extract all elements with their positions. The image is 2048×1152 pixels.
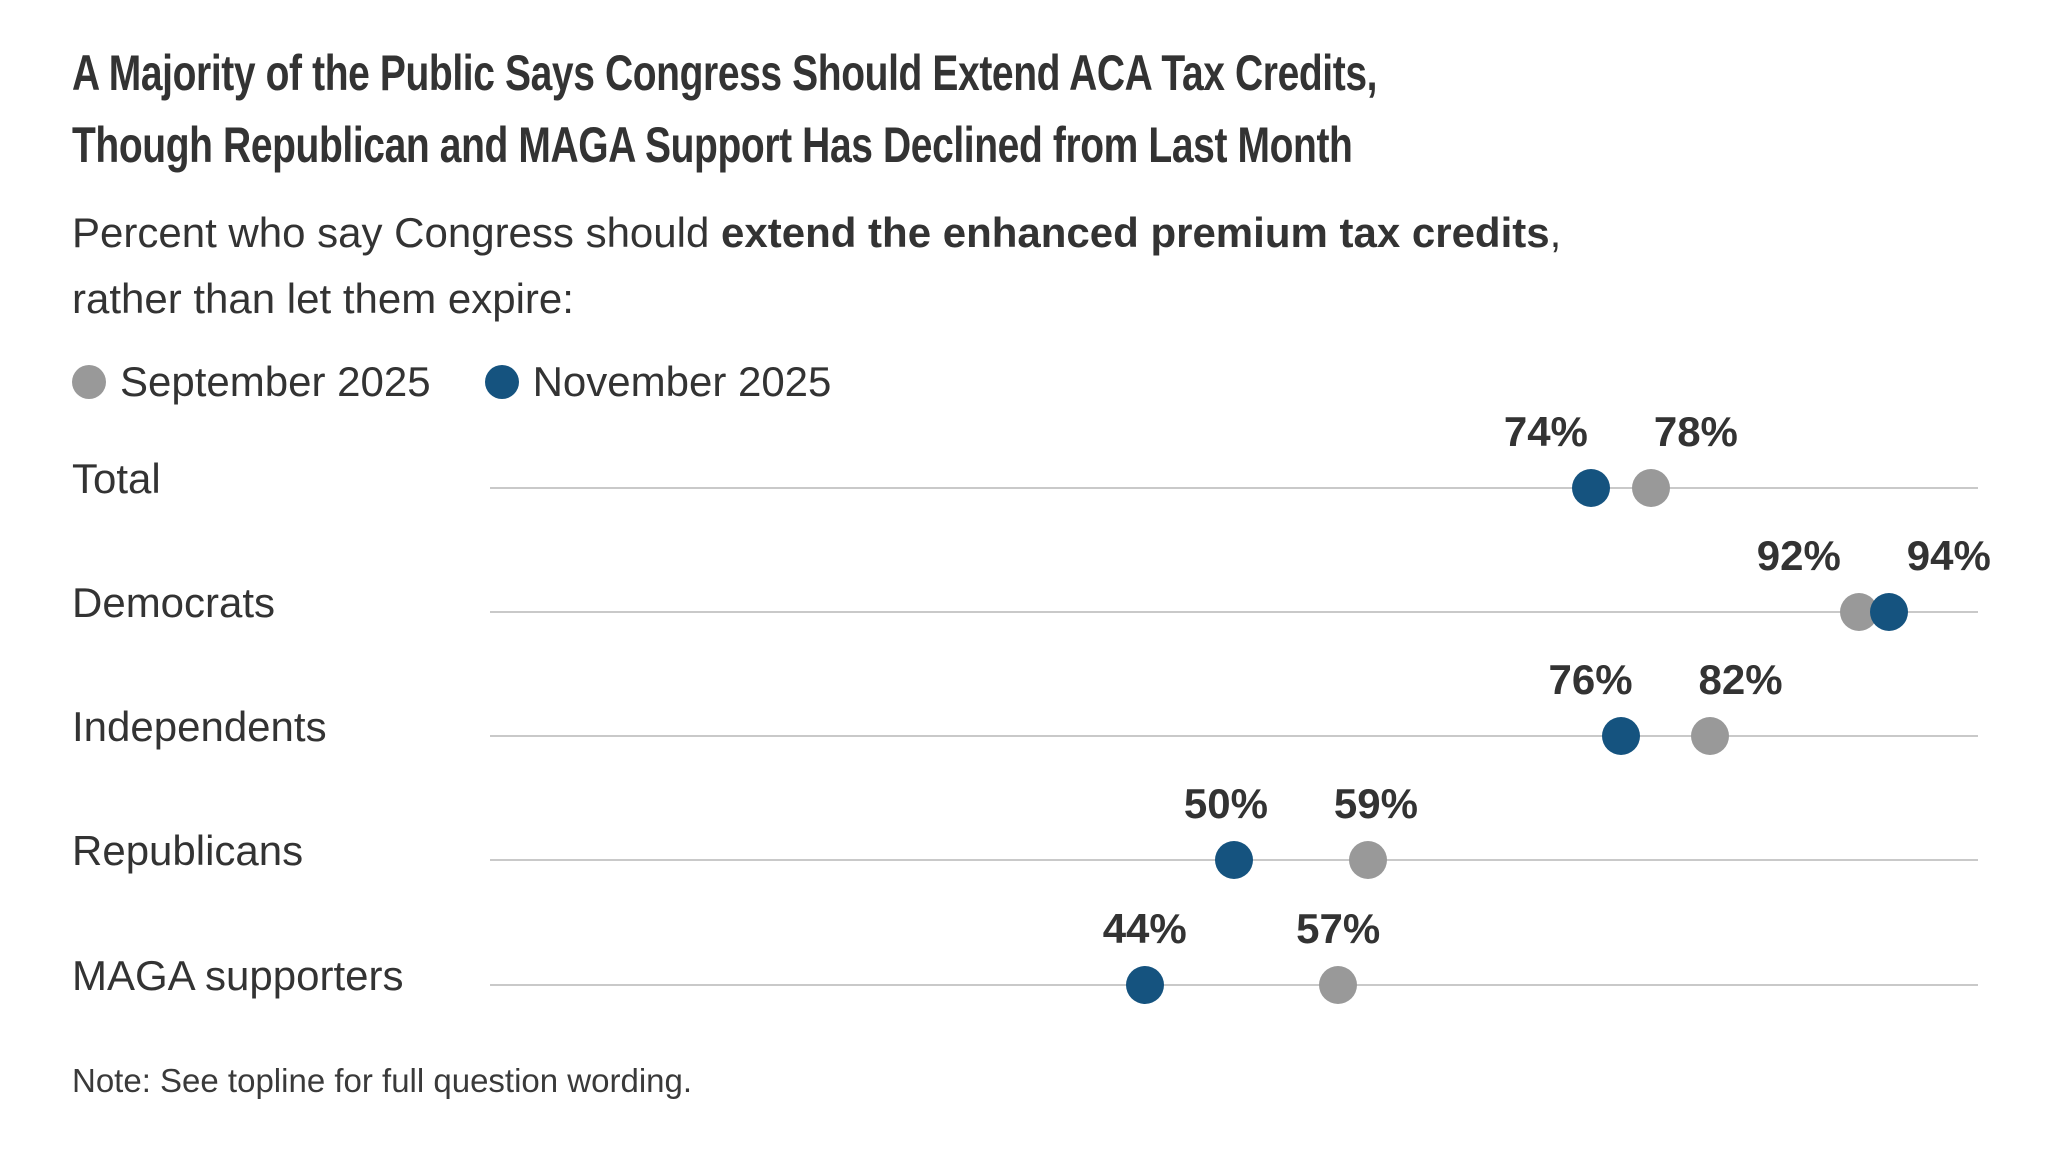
footnote: Note: See topline for full question word…	[72, 1062, 693, 1099]
row-track-line	[490, 735, 1978, 737]
subtitle-prefix: Percent who say Congress should	[72, 209, 722, 256]
row-label: Total	[72, 455, 161, 502]
value-label: 76%	[1548, 656, 1633, 703]
row-label: Republicans	[72, 827, 304, 874]
row-label: MAGA supporters	[72, 952, 404, 999]
november-dot-icon	[484, 365, 519, 399]
value-label: 59%	[1333, 780, 1418, 827]
data-point-dot	[1348, 841, 1387, 879]
data-point-dot	[1215, 841, 1253, 879]
value-label: 74%	[1503, 408, 1588, 455]
legend-label-september: September 2025	[120, 358, 431, 405]
row-track-line	[490, 611, 1978, 613]
row-track-line	[490, 487, 1978, 489]
data-point-dot	[1691, 717, 1730, 755]
chart-title-line-1: A Majority of the Public Says Congress S…	[72, 45, 1378, 101]
row-label: Democrats	[72, 579, 276, 626]
legend-item-november: November 2025	[484, 358, 832, 406]
value-label: 44%	[1102, 905, 1187, 952]
data-point-dot	[1125, 966, 1164, 1004]
data-point-dot	[1572, 469, 1611, 507]
value-label: 57%	[1296, 905, 1381, 952]
value-label: 92%	[1756, 532, 1841, 579]
chart-title-line-2: Though Republican and MAGA Support Has D…	[72, 117, 1353, 173]
value-label: 78%	[1653, 408, 1738, 455]
row-label: Independents	[72, 703, 327, 750]
data-point-dot	[1601, 717, 1640, 755]
value-label: 82%	[1698, 656, 1783, 703]
data-point-dot	[1319, 966, 1358, 1004]
value-label: 50%	[1183, 780, 1268, 827]
subtitle-bold-phrase: extend the enhanced premium tax credits	[721, 209, 1550, 256]
value-label: 94%	[1906, 532, 1991, 579]
legend: September 2025 November 2025	[72, 358, 831, 406]
data-point-dot	[1631, 469, 1670, 507]
data-point-dot	[1869, 593, 1908, 631]
chart-subtitle: Percent who say Congress should extend t…	[72, 200, 1572, 332]
subtitle-suffix: , rather than let them expire:	[72, 209, 1562, 322]
september-dot-icon	[72, 365, 106, 399]
legend-item-september: September 2025	[72, 358, 431, 406]
row-track-line	[490, 984, 1978, 986]
legend-label-november: November 2025	[532, 358, 832, 405]
